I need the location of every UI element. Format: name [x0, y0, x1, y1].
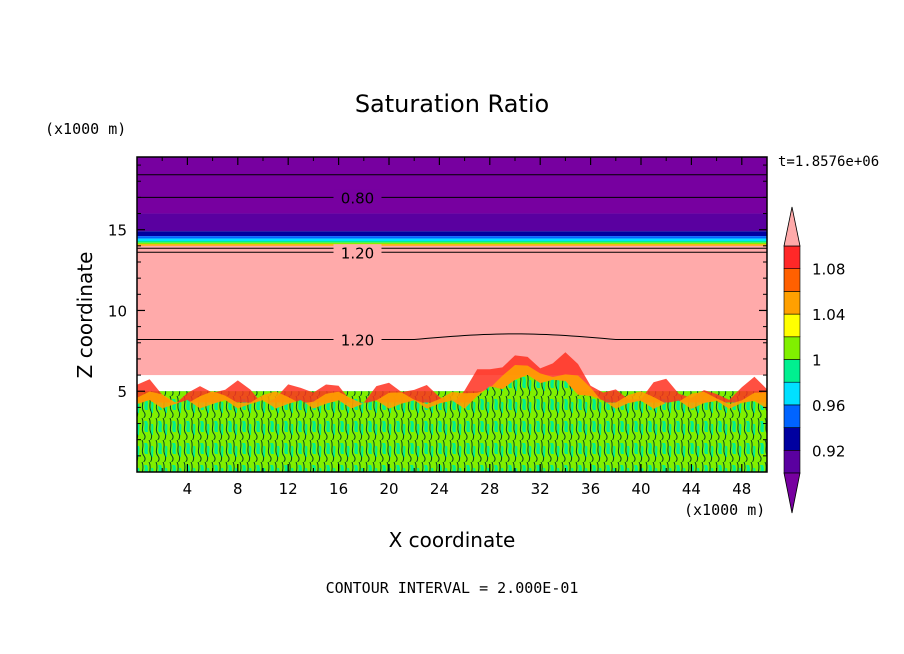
colorbar-level [783, 449, 801, 474]
x-tick-label: 24 [430, 480, 449, 498]
colorbar-level [783, 359, 801, 383]
x-tick-label: 12 [279, 480, 298, 498]
contour-label: 1.20 [341, 244, 374, 262]
band-dark-band [137, 213, 767, 232]
contour-label-bg [333, 331, 382, 348]
colorbar-tick-label: 1.08 [812, 261, 845, 279]
band-supersaturated-layer [137, 245, 767, 376]
x-unit-label: (x1000 m) [684, 501, 765, 519]
contour-label: 0.80 [341, 189, 374, 207]
colorbar-level [783, 336, 801, 360]
cloud-top-edge [137, 352, 767, 405]
band-transition-4 [137, 241, 767, 243]
colorbar-level [783, 291, 801, 315]
band-upper-dry-layer [137, 157, 767, 214]
time-label: t=1.8576e+06 [778, 154, 879, 170]
plot-frame [136, 156, 768, 473]
colorbar-over-arrow [783, 206, 801, 247]
colorbar-level [783, 245, 801, 270]
contour-line-1.20-lower [137, 333, 767, 341]
y-unit-label: (x1000 m) [45, 120, 126, 138]
colorbar-level [783, 427, 801, 451]
x-tick-label: 20 [379, 480, 398, 498]
contour-label: 1.20 [341, 332, 374, 350]
contour-label-bg [333, 189, 382, 206]
x-tick-label: 8 [233, 480, 243, 498]
x-tick-label: 4 [183, 480, 193, 498]
x-tick-label: 36 [581, 480, 600, 498]
colorbar-tick-label: 1.04 [812, 306, 845, 324]
x-tick-label: 44 [682, 480, 701, 498]
colorbar-level [783, 268, 801, 292]
y-axis-title: Z coordinate [73, 252, 97, 379]
band-transition-2 [137, 236, 767, 239]
colorbar-tick-label: 0.96 [812, 397, 845, 415]
y-tick-label: 15 [108, 222, 127, 240]
boundary-layer-body [137, 374, 767, 472]
contour-interval-footer: CONTOUR INTERVAL = 2.000E-01 [326, 579, 579, 597]
colorbar-tick-label: 1 [812, 352, 822, 370]
colorbar-level [783, 313, 801, 338]
y-tick-label: 5 [117, 383, 127, 401]
x-tick-label: 48 [732, 480, 751, 498]
x-axis-title: X coordinate [389, 528, 516, 552]
x-tick-label: 40 [631, 480, 650, 498]
chart-title: Saturation Ratio [355, 90, 549, 118]
colorbar: 1.08 1.04 1 0.96 0.92 [783, 206, 845, 514]
colorbar-under-arrow [783, 472, 801, 514]
colorbar-tick-label: 0.92 [812, 442, 845, 460]
band-transition-6 [137, 244, 767, 246]
x-tick-label: 16 [329, 480, 348, 498]
y-tick-label: 10 [108, 302, 127, 320]
contour-label-bg [333, 244, 382, 261]
band-transition-3 [137, 238, 767, 241]
band-transition-1 [137, 231, 767, 237]
band-transition-5 [137, 242, 767, 245]
colorbar-level [783, 381, 801, 406]
x-tick-label: 28 [480, 480, 499, 498]
x-tick-label: 32 [531, 480, 550, 498]
plot-area: 0.80 1.20 1.20 [137, 157, 767, 472]
colorbar-level [783, 404, 801, 428]
